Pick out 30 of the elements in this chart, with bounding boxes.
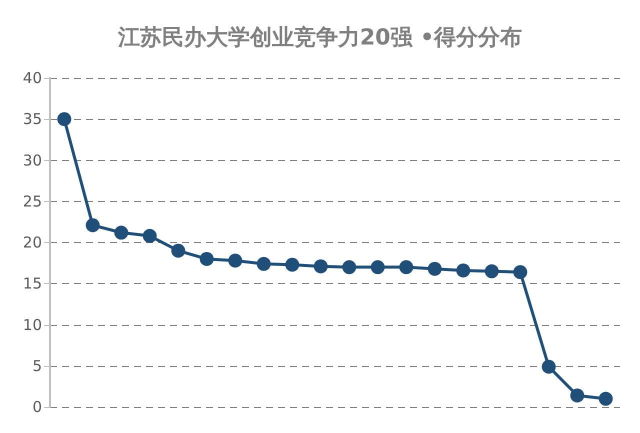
point — [142, 228, 157, 243]
point — [114, 226, 128, 240]
point — [342, 260, 356, 274]
point — [171, 244, 186, 258]
y-tick-label: 5 — [32, 356, 42, 375]
y-tick-label: 35 — [22, 110, 42, 128]
y-tick-label: 10 — [22, 316, 42, 334]
point — [314, 259, 328, 274]
y-tick-label: 0 — [32, 398, 42, 416]
point — [86, 218, 100, 232]
chart-title: 江苏民办大学创业竞争力20强 •得分分布 — [116, 24, 522, 50]
point — [256, 256, 271, 271]
point — [57, 112, 72, 126]
y-tick-label: 30 — [22, 151, 42, 170]
y-tick-label: 25 — [22, 192, 42, 210]
point — [370, 260, 385, 274]
point — [428, 262, 442, 276]
point — [228, 254, 242, 268]
point — [399, 260, 414, 274]
point — [200, 252, 214, 266]
y-tick-label: 15 — [22, 274, 42, 293]
y-tick-label: 40 — [22, 69, 42, 87]
point — [570, 388, 584, 402]
y-tick-label: 20 — [22, 234, 42, 252]
point — [456, 263, 470, 278]
point — [542, 360, 556, 374]
point — [513, 265, 528, 280]
point — [285, 258, 300, 272]
point — [598, 392, 613, 406]
point — [484, 264, 499, 278]
